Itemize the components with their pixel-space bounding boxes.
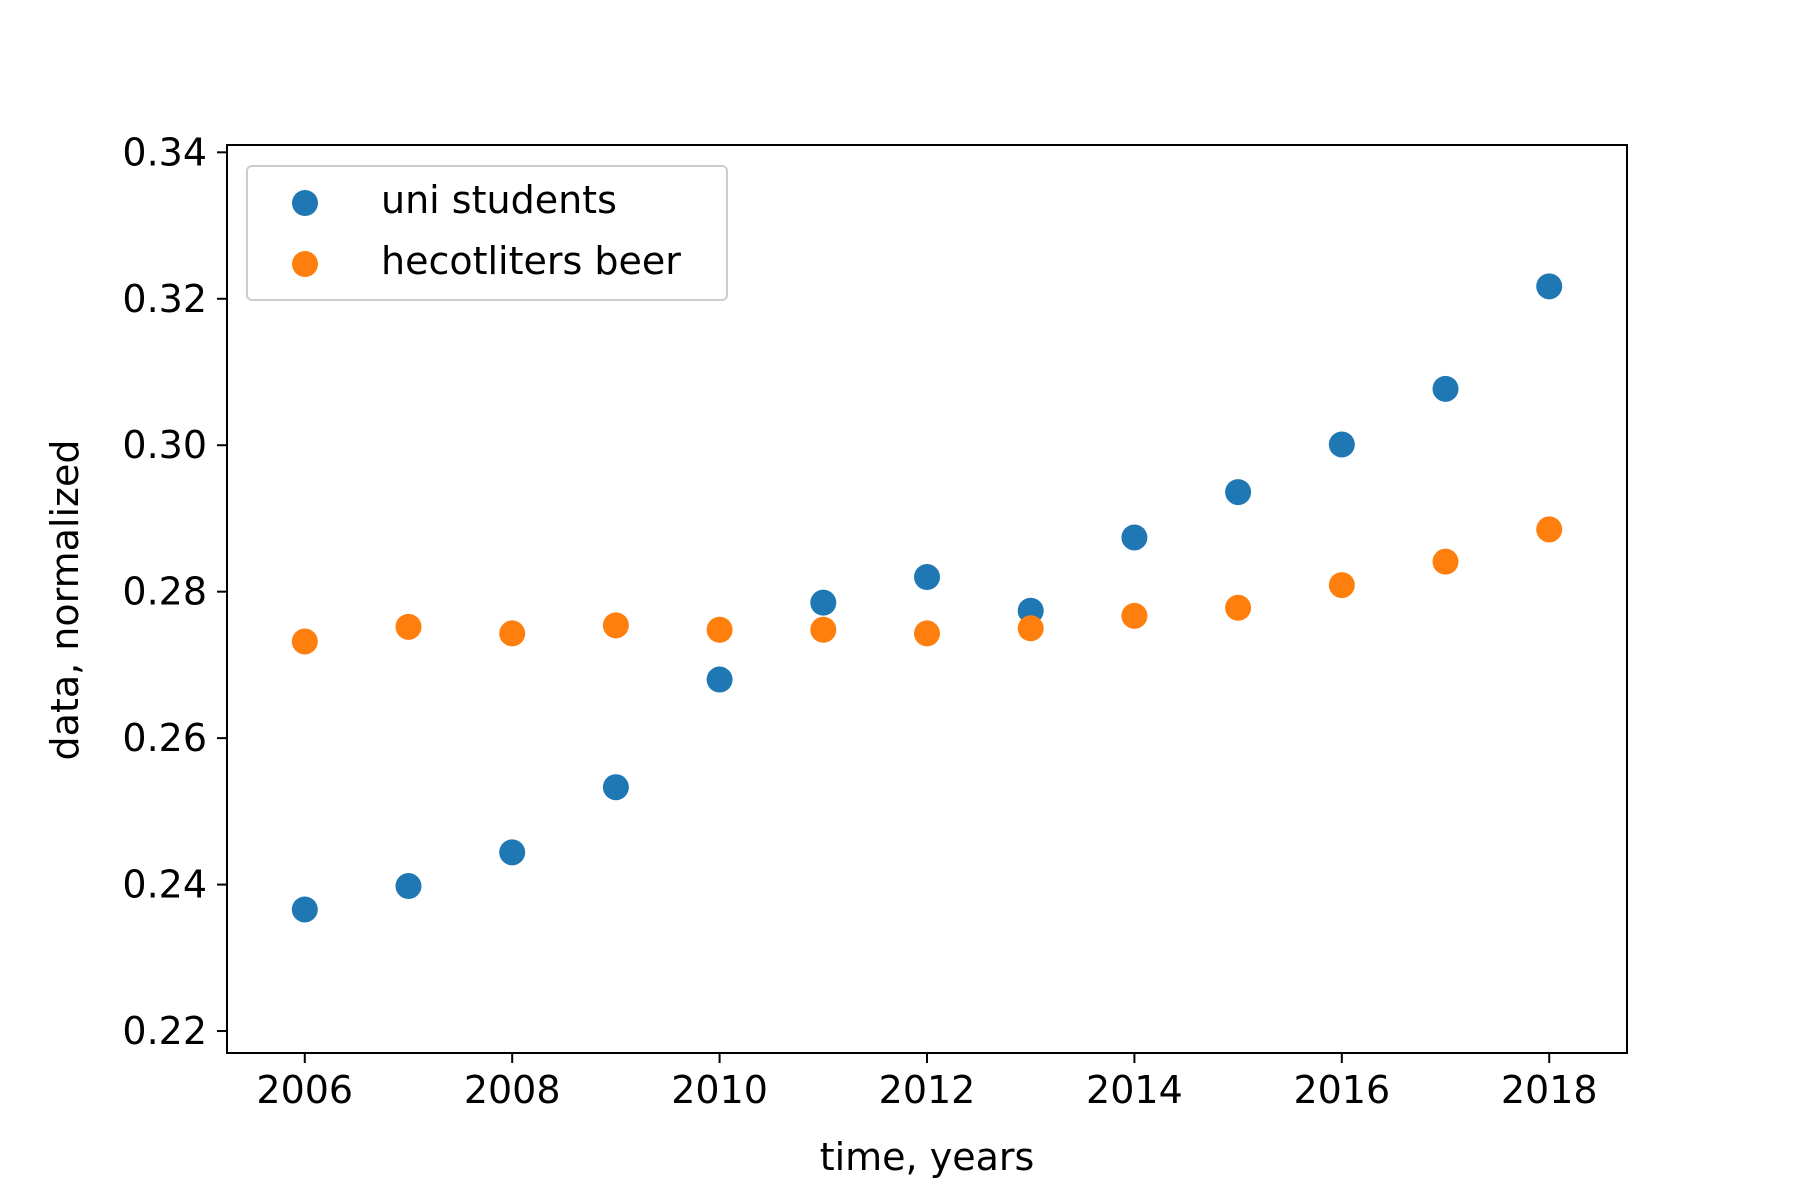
legend-label-uni-students: uni students xyxy=(381,178,617,222)
point-hecotliters-beer xyxy=(1121,602,1148,629)
y-tick-label: 0.22 xyxy=(122,1009,207,1053)
legend-marker-hecotliters-beer xyxy=(292,251,318,277)
x-tick-label: 2006 xyxy=(256,1068,353,1112)
plot-frame xyxy=(226,144,1628,1054)
point-uni-students xyxy=(1328,431,1355,458)
point-hecotliters-beer xyxy=(1432,548,1459,575)
point-hecotliters-beer xyxy=(291,628,318,655)
y-axis-ticks: 0.22 0.24 0.26 0.28 0.30 0.32 0.34 xyxy=(122,130,227,1053)
x-tick-label: 2008 xyxy=(464,1068,561,1112)
point-hecotliters-beer xyxy=(914,620,940,647)
point-hecotliters-beer xyxy=(1225,594,1252,621)
point-hecotliters-beer xyxy=(499,620,526,647)
x-tick-label: 2016 xyxy=(1293,1068,1390,1112)
point-hecotliters-beer xyxy=(395,613,422,640)
y-axis-label: data, normalized xyxy=(43,440,87,761)
point-uni-students xyxy=(810,589,837,616)
y-tick-label: 0.24 xyxy=(122,863,207,907)
point-uni-students xyxy=(1225,479,1252,506)
y-tick-label: 0.34 xyxy=(122,130,207,174)
point-hecotliters-beer xyxy=(602,612,629,639)
x-axis-ticks: 2006 2008 2010 2012 2014 2016 2018 xyxy=(256,1053,1598,1112)
point-uni-students xyxy=(602,774,629,801)
point-uni-students xyxy=(395,873,422,900)
plot-points xyxy=(291,273,1563,923)
x-tick-label: 2012 xyxy=(879,1068,976,1112)
y-tick-label: 0.30 xyxy=(122,423,207,467)
x-tick-label: 2018 xyxy=(1501,1068,1598,1112)
point-hecotliters-beer xyxy=(1328,572,1355,599)
point-uni-students xyxy=(914,564,940,591)
point-uni-students xyxy=(499,839,526,866)
point-hecotliters-beer xyxy=(706,616,733,643)
point-uni-students xyxy=(706,666,733,693)
point-hecotliters-beer xyxy=(1536,516,1563,543)
point-uni-students xyxy=(1432,375,1459,402)
y-tick-label: 0.28 xyxy=(122,570,207,614)
point-hecotliters-beer xyxy=(1017,615,1044,642)
legend-label-hecotliters-beer: hecotliters beer xyxy=(381,239,681,283)
y-tick-label: 0.26 xyxy=(122,716,207,760)
point-hecotliters-beer xyxy=(810,616,837,643)
x-tick-label: 2014 xyxy=(1086,1068,1183,1112)
legend-marker-uni-students xyxy=(292,190,318,216)
point-uni-students xyxy=(291,896,318,923)
point-uni-students xyxy=(1121,524,1148,551)
legend-box xyxy=(246,165,728,301)
point-uni-students xyxy=(1536,273,1563,300)
y-tick-label: 0.32 xyxy=(122,277,207,321)
x-axis-label: time, years xyxy=(820,1135,1035,1179)
x-tick-label: 2010 xyxy=(671,1068,768,1112)
legend: uni students hecotliters beer xyxy=(246,165,728,301)
